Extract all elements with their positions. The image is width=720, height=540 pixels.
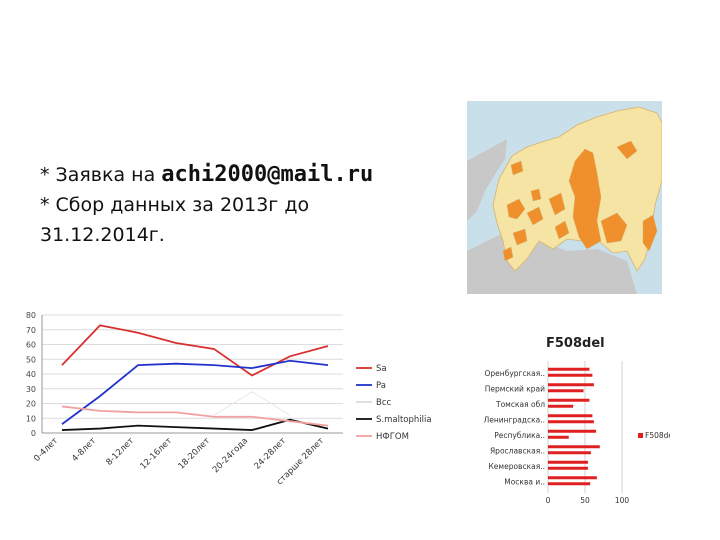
- bar-category-label: Москва и..: [504, 477, 545, 486]
- line-chart-y-tick: 50: [26, 355, 36, 364]
- map-region-west-3: [512, 228, 528, 246]
- line-series-нфгом: [61, 405, 329, 427]
- bar: [548, 414, 593, 418]
- bar-chart-bars: [548, 367, 600, 486]
- line-chart-x-ticks: 0-4лет 4-8лет 8-12лет 12-16лет 18-20лет20-24…: [32, 436, 326, 487]
- map-region-irkutsk: [600, 212, 628, 244]
- bar-chart-x-ticks: 0 50 100: [546, 496, 630, 505]
- line-series-bcc: [213, 391, 291, 416]
- map-foreign-land: [467, 139, 507, 221]
- bar-chart-title: F508del: [546, 336, 605, 351]
- bar: [548, 383, 594, 387]
- legend-label: Pa: [376, 381, 386, 391]
- map-region-volga: [530, 188, 542, 202]
- map-region-west-2: [526, 206, 544, 226]
- line-chart-y-tick: 20: [26, 400, 36, 409]
- line-chart-x-tick: 18-20лет: [177, 436, 213, 472]
- bar-chart-x-tick: 50: [580, 496, 590, 505]
- map-region-south-siberia: [554, 220, 570, 240]
- line-chart-y-tick: 40: [26, 370, 36, 379]
- age-line-chart: 0 10 20 30 40 50 60 70 80 0-4лет 4-8лет 8-12лет 12-…: [26, 311, 432, 487]
- bar: [548, 389, 584, 393]
- bar: [548, 429, 597, 433]
- bar-category-label: Пермский край: [485, 384, 545, 393]
- bar-chart-gridlines: [547, 361, 623, 493]
- bar: [548, 476, 597, 480]
- legend-label: НФГОМ: [376, 432, 409, 442]
- line-chart-x-tick: 4-8лет: [70, 436, 98, 464]
- map-region-northwest: [510, 160, 524, 176]
- line-chart-y-tick: 70: [26, 326, 36, 335]
- bar-chart-x-tick: 100: [615, 496, 630, 505]
- line-chart-y-tick: 30: [26, 385, 36, 394]
- bullet-deadline: 31.12.2014г.: [40, 224, 165, 246]
- bar: [548, 367, 590, 371]
- bar: [548, 398, 590, 402]
- bar-chart-category-labels: Оренбургская.. Пермский край Томская обл Ле…: [484, 369, 546, 487]
- bar-chart-legend: F508del: [638, 431, 670, 440]
- legend-label: S.maltophilia: [376, 415, 432, 425]
- line-chart-series: [61, 324, 329, 431]
- russia-regions-map: [467, 101, 662, 294]
- line-series-sa: [61, 324, 329, 377]
- bar: [548, 445, 600, 449]
- slide-bullets: * Заявка на achi2000@mail.ru * Сбор данн…: [40, 160, 373, 250]
- email-address: achi2000@mail.ru: [161, 162, 374, 187]
- map-region-krasnoyarsk: [568, 148, 602, 250]
- bar: [548, 451, 591, 455]
- line-chart-y-ticks: 0 10 20 30 40 50 60 70 80: [26, 311, 36, 438]
- bar-legend-swatch: [638, 433, 643, 438]
- bar: [548, 420, 594, 424]
- line-chart-y-tick: 80: [26, 311, 36, 320]
- bar-category-label: Томская обл: [495, 400, 545, 409]
- map-region-far-east: [642, 214, 658, 252]
- line-chart-x-tick: 8-12лет: [104, 436, 136, 468]
- legend-label: Sa: [376, 364, 387, 374]
- line-chart-y-tick: 10: [26, 414, 36, 423]
- line-chart-x-tick: 24-28лет: [253, 436, 289, 472]
- line-series-pa: [61, 359, 329, 425]
- f508del-bar-chart: F508del Оренбургская.. Пермский край Томск…: [484, 336, 670, 505]
- bullet-request-text: * Заявка на: [40, 164, 162, 186]
- line-chart-legend: Sa Pa Bcc S.maltophilia НФГОМ: [356, 364, 432, 442]
- line-chart-x-tick: 0-4лет: [32, 436, 60, 464]
- map-region-ural: [548, 192, 566, 216]
- bar-legend-label: F508del: [645, 431, 670, 440]
- bar: [548, 435, 569, 439]
- bar: [548, 373, 593, 377]
- map-region-yakutia-east: [616, 140, 638, 160]
- bullet-request: * Заявка на achi2000@mail.ru: [40, 160, 373, 190]
- bar: [548, 404, 574, 408]
- line-chart-x-tick: 12-16лет: [139, 436, 175, 472]
- bullet-data-collection: * Сбор данных за 2013г до: [40, 194, 310, 216]
- bar-chart-x-tick: 0: [546, 496, 551, 505]
- bar-category-label: Ярославская..: [490, 446, 545, 455]
- bar: [548, 460, 588, 464]
- legend-label: Bcc: [376, 398, 392, 408]
- map-region-caucasus: [502, 246, 514, 262]
- line-chart-x-tick: 20-24года: [211, 436, 250, 475]
- bar-category-label: Ленинградска..: [484, 415, 545, 424]
- line-chart-y-tick: 0: [31, 429, 36, 438]
- bar-category-label: Кемеровская..: [488, 462, 545, 471]
- line-chart-y-tick: 60: [26, 341, 36, 350]
- line-series-s-maltophilia: [61, 418, 329, 431]
- map-region-west-1: [506, 198, 526, 220]
- bar: [548, 466, 588, 470]
- bar: [548, 482, 591, 486]
- line-chart-gridlines: [41, 314, 343, 434]
- bar-category-label: Оренбургская..: [485, 369, 545, 378]
- bar-category-label: Республика..: [494, 431, 545, 440]
